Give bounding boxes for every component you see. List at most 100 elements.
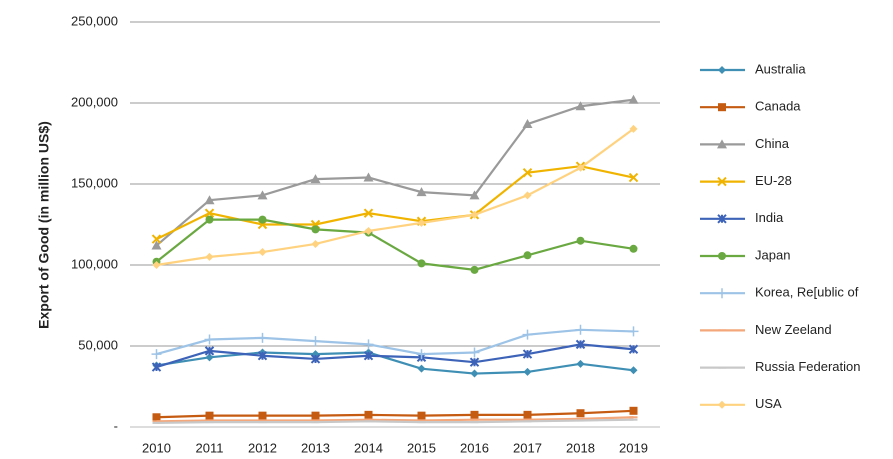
legend-label: New Zeeland (755, 322, 832, 337)
marker (151, 349, 162, 360)
y-tick-label: 200,000 (71, 94, 118, 109)
marker (257, 351, 268, 361)
y-tick-label: - (114, 418, 118, 433)
marker (628, 326, 639, 337)
marker (363, 351, 374, 361)
y-tick-label: 150,000 (71, 175, 118, 190)
series-line (156, 418, 634, 425)
marker (416, 187, 427, 197)
marker (629, 244, 638, 253)
marker (522, 329, 533, 340)
marker (470, 410, 479, 419)
legend-marker (717, 176, 727, 187)
legend-label: Korea, Re[ublic of (755, 285, 859, 300)
marker (205, 353, 214, 362)
marker (469, 190, 480, 200)
series-line (155, 98, 634, 247)
marker (576, 163, 585, 172)
marker (204, 346, 215, 356)
marker (363, 339, 374, 350)
legend-label: Canada (755, 99, 801, 114)
marker (629, 124, 638, 133)
x-tick-label: 2018 (566, 440, 595, 455)
marker (363, 172, 374, 182)
marker (205, 411, 214, 420)
marker (628, 344, 639, 354)
marker (576, 409, 585, 418)
x-tick-label: 2014 (354, 440, 383, 455)
legend-marker (718, 400, 726, 409)
y-tick-label: 50,000 (78, 337, 118, 352)
marker (522, 119, 533, 129)
marker (416, 349, 427, 360)
marker (204, 334, 215, 345)
marker (258, 411, 267, 420)
marker (629, 406, 638, 415)
marker (470, 265, 479, 274)
marker (417, 218, 426, 227)
marker (523, 367, 532, 376)
x-tick-label: 2011 (196, 440, 224, 455)
x-tick-label: 2019 (619, 440, 648, 455)
marker (310, 174, 321, 184)
marker (257, 332, 268, 343)
marker (311, 411, 320, 420)
marker (523, 191, 532, 200)
marker (417, 411, 426, 420)
marker (151, 234, 162, 244)
legend-label: Australia (755, 61, 806, 76)
marker (629, 366, 638, 375)
y-tick-label: 100,000 (71, 256, 118, 271)
x-tick-label: 2013 (301, 440, 330, 455)
marker (204, 208, 215, 218)
marker (310, 336, 321, 347)
series-line (156, 128, 635, 267)
marker (575, 101, 586, 111)
marker (469, 357, 480, 367)
marker (151, 240, 162, 250)
x-tick-label: 2010 (142, 440, 171, 455)
legend-label: USA (755, 396, 782, 411)
series-line (155, 218, 634, 271)
marker (417, 364, 426, 373)
series-line (156, 416, 634, 423)
legend-marker (718, 252, 726, 260)
legend-label: China (755, 136, 790, 151)
marker (258, 215, 267, 224)
marker (470, 210, 479, 219)
x-tick-label: 2016 (460, 440, 489, 455)
series-line (156, 328, 634, 356)
marker (576, 236, 585, 245)
legend-label: EU-28 (755, 173, 792, 188)
series-line (156, 409, 634, 419)
marker (311, 225, 320, 234)
marker (417, 259, 426, 268)
marker (628, 172, 639, 183)
marker (204, 195, 215, 205)
series-line (156, 343, 634, 369)
series-line (156, 351, 634, 375)
marker (523, 251, 532, 260)
marker (469, 347, 480, 358)
legend-label: Japan (755, 247, 790, 262)
marker (575, 339, 586, 350)
y-tick-label: 250,000 (71, 13, 118, 28)
marker (364, 226, 373, 235)
marker (470, 369, 479, 378)
marker (205, 215, 214, 224)
marker (523, 410, 532, 419)
legend-marker (717, 214, 727, 224)
marker (628, 94, 639, 104)
marker (576, 359, 585, 368)
marker (311, 239, 320, 248)
marker (310, 354, 321, 364)
marker (364, 410, 373, 419)
marker (522, 167, 533, 178)
legend-marker (717, 288, 727, 299)
legend-label: India (755, 210, 784, 225)
x-tick-label: 2012 (248, 440, 277, 455)
legend-marker (717, 139, 727, 149)
marker (575, 324, 586, 335)
marker (205, 252, 214, 261)
